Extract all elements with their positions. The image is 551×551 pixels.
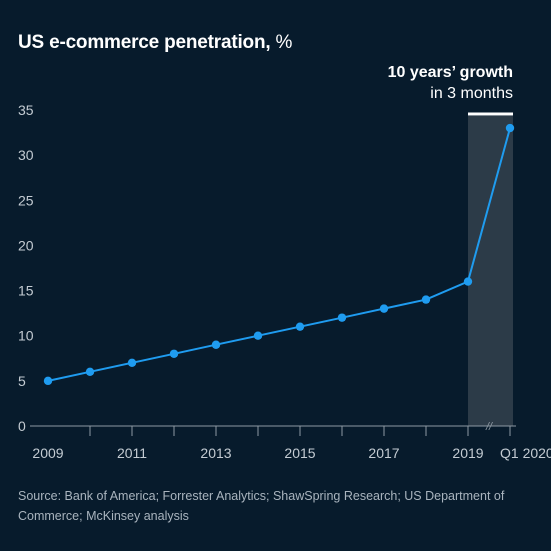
data-points — [43, 123, 515, 386]
series-line — [47, 127, 511, 382]
x-tick-label: 2009 — [32, 445, 63, 461]
data-point — [43, 376, 53, 386]
line-chart: 10 years’ growth in 3 months 0 5 10 15 20 25 3… — [18, 64, 551, 461]
y-tick-label: 25 — [18, 192, 34, 208]
x-tick-label: 2011 — [117, 445, 147, 461]
chart-title-unit: % — [275, 32, 293, 53]
data-point — [253, 331, 263, 340]
x-tick-label: 2017 — [368, 445, 399, 461]
x-axis: // 2009 2011 2013 2015 2017 2019 Q1 2020 — [30, 421, 551, 461]
x-tick-label: 2013 — [200, 445, 231, 461]
data-point — [85, 367, 95, 377]
y-tick-label: 5 — [18, 373, 26, 389]
y-tick-label: 30 — [18, 147, 34, 163]
data-point — [421, 295, 431, 304]
chart-title: US e-commerce penetration, % — [18, 32, 292, 54]
y-axis: 0 5 10 15 20 25 30 35 — [18, 102, 34, 434]
y-tick-label: 0 — [18, 418, 26, 434]
highlight-band — [468, 116, 513, 426]
y-tick-label: 35 — [18, 102, 34, 118]
data-point — [463, 277, 473, 286]
highlight-subline: in 3 months — [430, 85, 513, 102]
data-point — [127, 358, 137, 367]
source-note: Source: Bank of America; Forrester Analy… — [18, 489, 505, 523]
data-point — [505, 123, 515, 133]
x-tick-label: Q1 2020 — [500, 445, 551, 461]
data-point — [295, 322, 305, 331]
y-tick-label: 10 — [18, 328, 34, 344]
data-point — [379, 304, 389, 313]
y-tick-label: 15 — [18, 283, 34, 299]
y-tick-label: 20 — [18, 237, 34, 253]
highlight-headline: 10 years’ growth — [388, 64, 513, 81]
x-tick-label: 2019 — [452, 445, 483, 461]
data-point — [337, 313, 347, 322]
data-point — [169, 349, 179, 358]
chart-title-text: US e-commerce penetration, — [18, 32, 271, 53]
x-tick-label: 2015 — [284, 445, 315, 461]
axis-break-marker: // — [485, 421, 493, 433]
data-point — [211, 340, 221, 349]
